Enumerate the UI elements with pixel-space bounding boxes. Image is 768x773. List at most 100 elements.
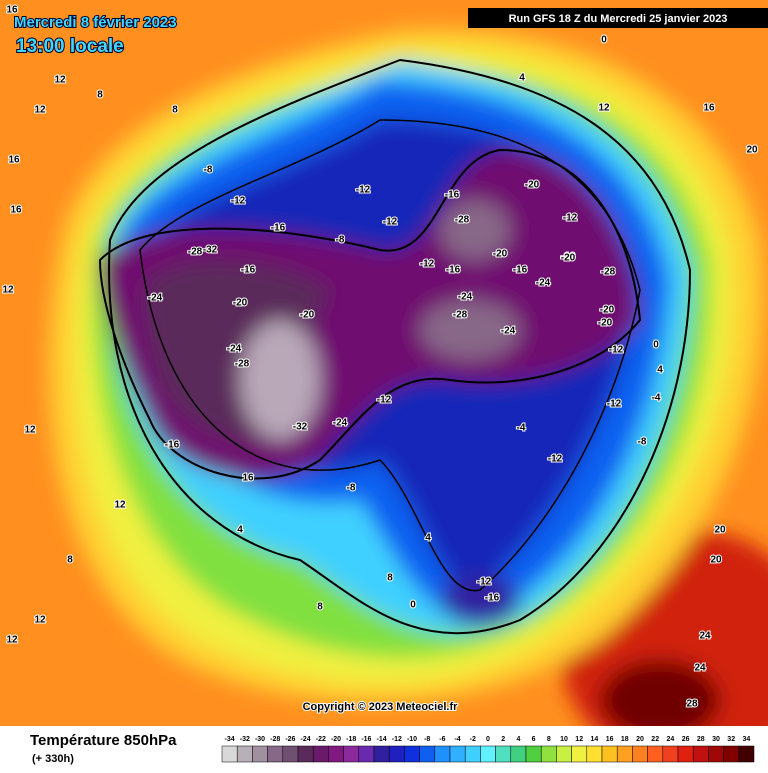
contour-label: -20 xyxy=(233,298,248,309)
color-swatch xyxy=(708,745,724,763)
scale-label: 6 xyxy=(532,736,536,743)
legend-title: Température 850hPa xyxy=(30,732,177,749)
color-swatch xyxy=(586,745,603,763)
scale-label: -14 xyxy=(377,736,387,743)
color-swatch xyxy=(221,745,238,763)
color-swatch xyxy=(601,745,618,763)
scale-label: -20 xyxy=(331,736,341,743)
contour-label: 20 xyxy=(714,525,726,536)
contour-label: 16 xyxy=(10,205,22,216)
scale-label: 10 xyxy=(560,736,568,743)
scale-label: 34 xyxy=(743,736,751,743)
legend-lead: (+ 330h) xyxy=(32,753,74,765)
color-swatch xyxy=(738,745,755,763)
contour-label: -20 xyxy=(300,310,315,321)
color-swatch xyxy=(419,745,436,763)
color-swatch xyxy=(540,745,557,763)
scale-label: -34 xyxy=(225,736,235,743)
contour-label: 12 xyxy=(6,635,18,646)
scale-label: 26 xyxy=(682,736,690,743)
contour-label: -12 xyxy=(420,259,435,270)
contour-label: 28 xyxy=(686,699,698,710)
color-swatch xyxy=(647,745,664,763)
color-swatch xyxy=(449,745,466,763)
contour-label: -16 xyxy=(271,223,286,234)
contour-label: -4 xyxy=(652,393,661,404)
scale-label: 4 xyxy=(516,736,520,743)
map-date: Mercredi 8 février 2023 xyxy=(14,14,177,31)
contour-label: -20 xyxy=(493,249,508,260)
scale-label: 16 xyxy=(606,736,614,743)
color-swatch xyxy=(677,745,694,763)
contour-label: -4 xyxy=(517,423,526,434)
color-swatch xyxy=(616,745,633,763)
contour-label: 12 xyxy=(34,615,46,626)
contour-label: -8 xyxy=(204,165,213,176)
color-swatch xyxy=(556,745,572,763)
contour-label: -24 xyxy=(536,278,551,289)
contour-label: -12 xyxy=(356,185,371,196)
color-swatch xyxy=(434,745,451,763)
color-swatch xyxy=(525,745,542,763)
contour-label: 4 xyxy=(425,533,431,544)
contour-label: 8 xyxy=(67,555,73,566)
contour-label: -16 xyxy=(513,265,528,276)
contour-label: 20 xyxy=(746,145,758,156)
contour-label: -8 xyxy=(347,483,356,494)
contour-label: 4 xyxy=(237,525,243,536)
contour-labels: 1612881216161212-8-12-16-12-8-12-16-20-2… xyxy=(1,4,759,711)
contour-label: 12 xyxy=(114,500,126,511)
contour-label: -28 xyxy=(453,310,468,321)
contour-label: -28 xyxy=(235,359,250,370)
contour-label: -24 xyxy=(227,344,242,355)
contour-label: 24 xyxy=(699,631,711,642)
contour-label: 4 xyxy=(519,73,525,84)
color-swatch xyxy=(480,745,496,763)
color-swatch xyxy=(510,745,527,763)
copyright: Copyright © 2023 Meteociel.fr xyxy=(303,701,459,713)
color-scale: -34 -32 -30 -28 -26 -24 -22 -20 -18 -16 -14 -12 -10-… xyxy=(221,736,755,763)
contour-label: -24 xyxy=(333,418,348,429)
scale-label: 22 xyxy=(651,736,659,743)
scale-label: 30 xyxy=(712,736,720,743)
contour-label: -20 xyxy=(561,253,576,264)
contour-label: -24 xyxy=(458,292,473,303)
scale-label: -24 xyxy=(301,736,311,743)
map-time: 13:00 locale xyxy=(16,36,124,57)
contour-label: -16 xyxy=(241,265,256,276)
color-swatch xyxy=(236,745,253,763)
color-swatch xyxy=(312,745,329,763)
scale-label: -10 xyxy=(407,736,417,743)
contour-label: -20 xyxy=(525,180,540,191)
contour-label: -16 xyxy=(445,190,460,201)
scale-label: -2 xyxy=(470,736,476,743)
color-swatch xyxy=(464,745,481,763)
scale-label: 8 xyxy=(547,736,551,743)
contour-label: 12 xyxy=(2,285,14,296)
contour-label: -12 xyxy=(609,345,624,356)
contour-label: -12 xyxy=(231,196,246,207)
contour-label: -28 xyxy=(601,267,616,278)
contour-label: 8 xyxy=(317,602,323,613)
scale-label: -6 xyxy=(439,736,445,743)
contour-label: -32 xyxy=(203,245,218,256)
color-swatch xyxy=(692,745,709,763)
scale-label: 32 xyxy=(727,736,735,743)
contour-label: -12 xyxy=(607,399,622,410)
contour-label: 16 xyxy=(6,5,18,16)
scale-label: -28 xyxy=(270,736,280,743)
scale-label: -8 xyxy=(424,736,430,743)
scale-label: 24 xyxy=(667,736,675,743)
contour-label: -16 xyxy=(485,593,500,604)
contour-label: 12 xyxy=(24,425,36,436)
contour-label: 0 xyxy=(601,35,607,46)
contour-label: 20 xyxy=(710,555,722,566)
color-swatch xyxy=(282,745,299,763)
contour-label: 0 xyxy=(410,600,416,611)
contour-label: -16 xyxy=(165,440,180,451)
scale-label: -12 xyxy=(392,736,402,743)
scale-label: 18 xyxy=(621,736,629,743)
color-swatch xyxy=(388,745,405,763)
scale-label: -22 xyxy=(316,736,326,743)
